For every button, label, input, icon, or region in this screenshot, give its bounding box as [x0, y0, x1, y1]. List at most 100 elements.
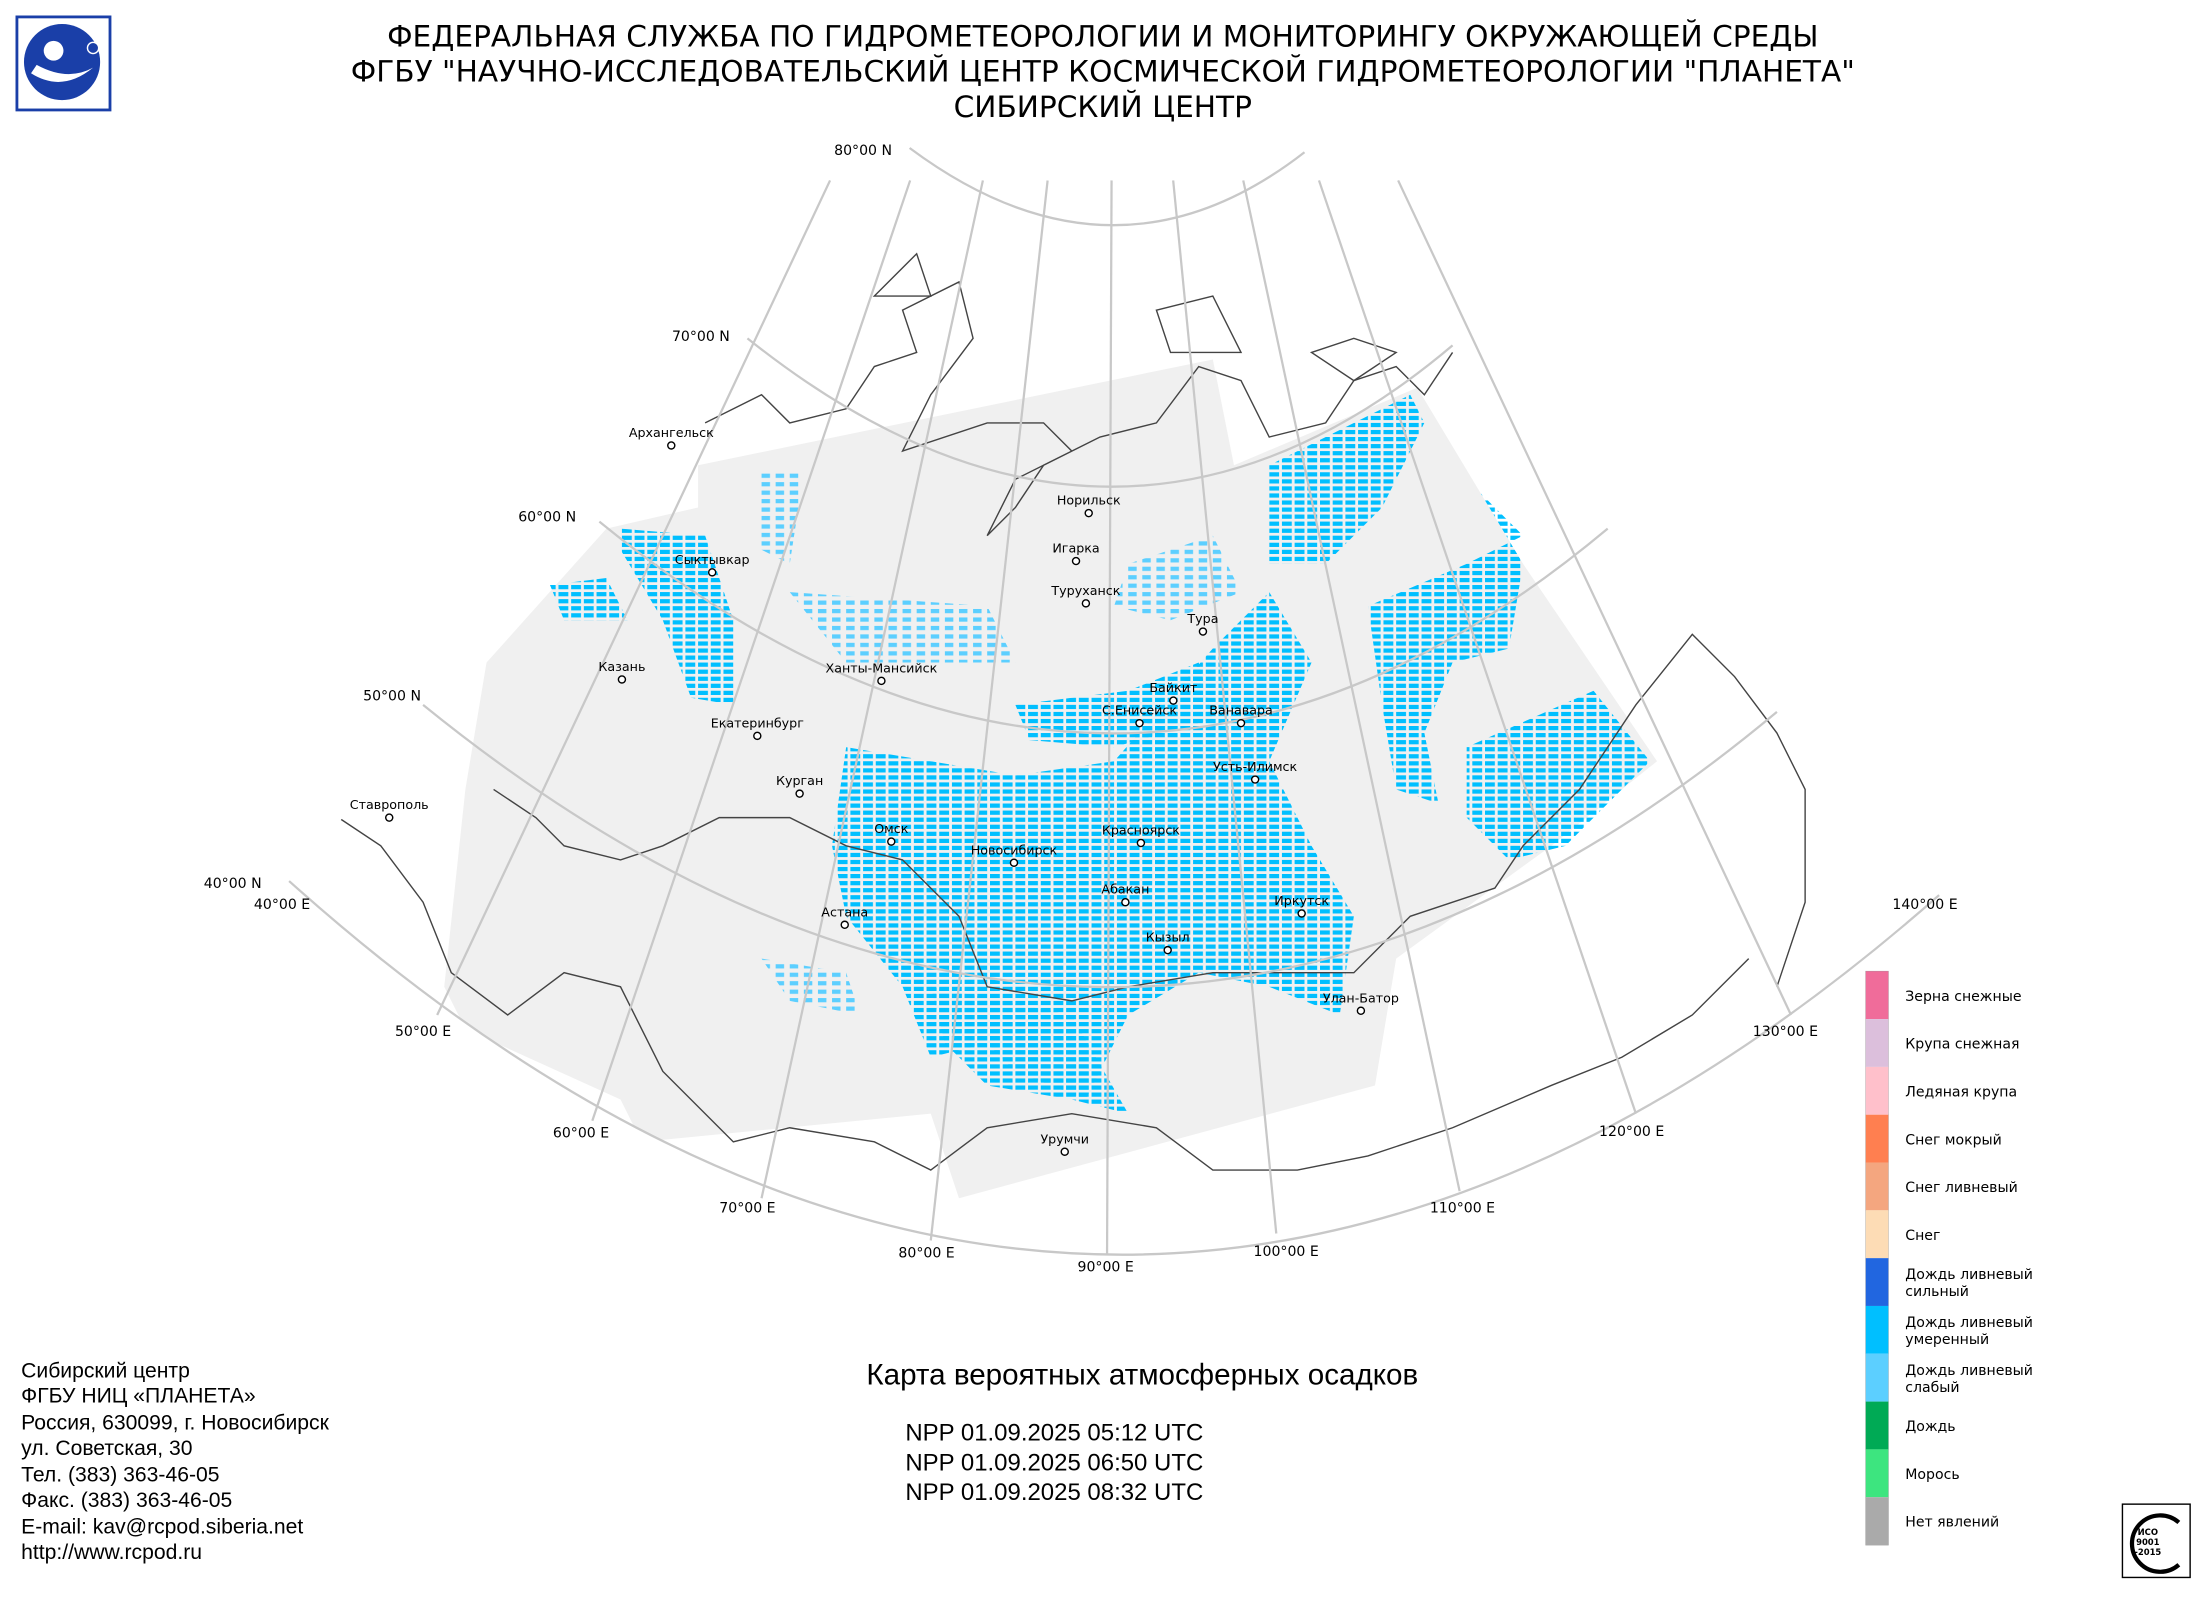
legend-swatch: [1865, 1497, 1889, 1546]
cities: Архангельск Сыктывкар Казань Екатеринбург Ха…: [350, 425, 1399, 1156]
contact-line: http://www.rcpod.ru: [21, 1541, 202, 1564]
legend-label: Морось: [1905, 1467, 1959, 1483]
grid-label: 80°00 E: [898, 1245, 954, 1261]
legend-swatch: [1865, 1019, 1889, 1067]
legend-label: Дождь ливневый: [1905, 1267, 2033, 1283]
city-label: Тура: [1186, 611, 1218, 626]
meridian: [1242, 180, 1461, 1192]
city-dot: [1135, 718, 1144, 728]
grid-label: 90°00 E: [1078, 1260, 1134, 1276]
meridian: [760, 180, 984, 1199]
legend-label: умеренный: [1905, 1332, 1989, 1348]
grid-label: 100°00 E: [1254, 1244, 1319, 1260]
header-line: ФГБУ "НАУЧНО-ИССЛЕДОВАТЕЛЬСКИЙ ЦЕНТР КОС…: [351, 54, 1855, 89]
badge-text: ИСО: [2138, 1527, 2158, 1537]
meridian: [929, 180, 1049, 1241]
logo: [15, 15, 112, 112]
legend-swatch: [1865, 1449, 1889, 1498]
grid-label: 140°00 E: [1892, 897, 1957, 913]
pass: NPP 01.09.2025 08:32 UTC: [905, 1479, 1203, 1506]
legend-swatch: [1865, 1066, 1889, 1115]
city-dot: [795, 789, 804, 798]
city-label: Сыктывкар: [675, 552, 750, 567]
badge-text: -2015: [2134, 1547, 2161, 1557]
city-dot: [1250, 775, 1260, 784]
city-dot: [667, 441, 676, 450]
badge-text: 9001: [2136, 1537, 2160, 1547]
city-label: Ванавара: [1209, 703, 1273, 718]
city-label: Ханты-Мансийск: [826, 660, 938, 675]
contact-line: Факс. (383) 363-46-05: [21, 1489, 232, 1512]
legend-swatch: [1865, 1162, 1889, 1211]
legend-label: Зерна снежные: [1905, 989, 2021, 1005]
city-label: С.Енисейск: [1102, 703, 1177, 718]
legend-swatch: [1865, 1401, 1889, 1450]
map: 80°00 N 70°00 N 60°00 N 50°00 N 40°00 N …: [204, 143, 1958, 1275]
city-label: Казань: [598, 659, 645, 674]
legend-swatch: [1865, 1258, 1889, 1306]
grid-label: 50°00 N: [363, 689, 421, 705]
city-label: Новосибирск: [971, 842, 1058, 857]
city-dot: [1169, 696, 1178, 705]
city-label: Архангельск: [629, 425, 714, 440]
contact-line: ФГБУ НИЦ «ПЛАНЕТА»: [21, 1385, 255, 1408]
meridians: [436, 179, 1793, 1255]
grid-label: 130°00 E: [1753, 1024, 1818, 1040]
contact-line: E-mail: kav@rcpod.siberia.net: [21, 1516, 303, 1539]
graticule: [288, 147, 1940, 1256]
iso-badge: ИСО 9001 -2015: [2121, 1503, 2191, 1579]
city-dot: [385, 813, 394, 822]
pass: NPP 01.09.2025 06:50 UTC: [905, 1449, 1203, 1476]
city-dot: [617, 675, 627, 684]
city-label: Байкит: [1149, 680, 1198, 695]
meridian: [591, 180, 912, 1122]
map-title: Карта вероятных атмосферных осадков: [866, 1358, 1418, 1391]
meridian: [436, 179, 832, 1016]
grid-label: 50°00 E: [395, 1024, 451, 1040]
city-label: Астана: [821, 904, 868, 919]
city-dot: [1084, 508, 1093, 518]
city-label: Омск: [874, 821, 909, 836]
city-label: Туруханск: [1050, 583, 1120, 598]
city-label: Курган: [776, 773, 823, 788]
city-dot: [887, 837, 896, 846]
legend-label: Снег: [1905, 1228, 1940, 1244]
legend-label: Дождь: [1905, 1419, 1955, 1435]
legend-label: сильный: [1905, 1284, 1969, 1300]
city-dot: [1071, 556, 1081, 566]
grid-labels: 80°00 N 70°00 N 60°00 N 50°00 N 40°00 N …: [204, 143, 1958, 1275]
city-dot: [1081, 599, 1091, 608]
legend-swatch: [1865, 1114, 1889, 1163]
city-dot: [1163, 945, 1172, 955]
city-dot: [1356, 1006, 1366, 1015]
city-label: Игарка: [1052, 541, 1099, 556]
legend-label: Снег мокрый: [1905, 1132, 2002, 1148]
legend-label: Дождь ливневый: [1905, 1363, 2033, 1379]
legend-swatch: [1865, 1305, 1889, 1354]
legend-label: Нет явлений: [1905, 1515, 1999, 1531]
city-dot: [877, 676, 886, 686]
contact-line: Россия, 630099, г. Новосибирск: [21, 1411, 329, 1434]
city-label: Урумчи: [1040, 1131, 1089, 1146]
city-label: Кызыл: [1146, 930, 1190, 945]
meridian: [1172, 180, 1278, 1234]
meridian: [1105, 180, 1113, 1255]
legend-swatch: [1865, 1353, 1889, 1402]
legend-label: слабый: [1905, 1380, 1959, 1396]
contact-line: ул. Советская, 30: [21, 1437, 192, 1460]
legend-swatch: [1865, 971, 1889, 1020]
meridian: [1397, 179, 1793, 1016]
legend-label: Дождь ливневый: [1905, 1315, 2033, 1331]
city-dot: [1297, 909, 1306, 918]
contact-line: Тел. (383) 363-46-05: [21, 1464, 219, 1487]
header-line: СИБИРСКИЙ ЦЕНТР: [954, 89, 1252, 124]
city-label: Иркутск: [1274, 893, 1329, 908]
legend-swatch: [1865, 1210, 1889, 1259]
grid-label: 70°00 E: [719, 1200, 775, 1216]
contact-line: Сибирский центр: [21, 1359, 190, 1382]
grid-label: 40°00 N: [204, 876, 262, 892]
legend-label: Снег ливневый: [1905, 1180, 2017, 1196]
city-label: Ставрополь: [350, 797, 429, 812]
